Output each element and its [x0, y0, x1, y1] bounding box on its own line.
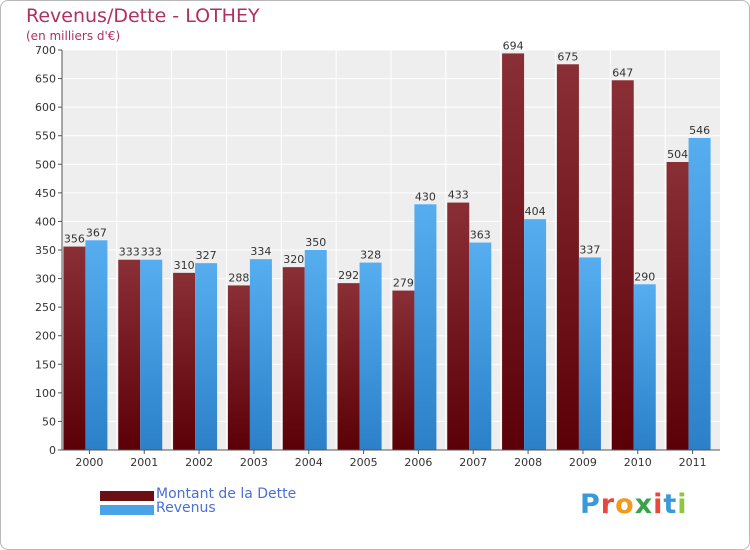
data-label-dette: 320: [283, 253, 304, 266]
bar-revenus: [304, 250, 327, 450]
data-label-revenus: 363: [470, 229, 491, 242]
chart-subtitle: (en milliers d'€): [26, 29, 121, 43]
legend-swatch-revenus: [100, 505, 154, 515]
logo-letter: t: [663, 489, 678, 520]
data-label-revenus: 327: [196, 249, 217, 262]
bar-revenus: [414, 204, 437, 450]
data-label-dette: 694: [503, 39, 524, 52]
data-label-dette: 433: [448, 189, 469, 202]
bar-dette: [337, 283, 360, 450]
y-tick-label: 200: [35, 330, 56, 343]
data-label-revenus: 328: [360, 249, 381, 262]
grid-lines: [62, 49, 720, 450]
data-label-dette: 292: [338, 269, 359, 282]
data-label-dette: 504: [667, 148, 688, 161]
x-tick-label: 2005: [350, 456, 378, 469]
x-tick-label: 2007: [459, 456, 487, 469]
bar-revenus: [359, 262, 382, 450]
x-tick-label: 2006: [404, 456, 432, 469]
data-label-revenus: 546: [689, 124, 710, 137]
data-label-dette: 675: [557, 50, 578, 63]
x-tick-label: 2004: [295, 456, 323, 469]
y-tick-label: 550: [35, 130, 56, 143]
legend-swatch-dette: [100, 491, 154, 501]
bar-dette: [502, 53, 525, 451]
y-tick-label: 100: [35, 387, 56, 400]
data-label-dette: 333: [119, 246, 140, 259]
x-tick-label: 2001: [130, 456, 158, 469]
bar-revenus: [688, 138, 711, 450]
y-tick-label: 600: [35, 101, 56, 114]
bar-revenus: [524, 219, 547, 450]
bar-dette: [556, 64, 579, 451]
y-tick-label: 50: [42, 415, 56, 428]
bar-revenus: [140, 259, 163, 450]
data-label-revenus: 333: [141, 246, 162, 259]
bar-revenus: [85, 240, 108, 450]
data-label-revenus: 367: [86, 226, 107, 239]
bar-revenus: [469, 242, 492, 450]
data-label-revenus: 350: [305, 236, 326, 249]
bar-dette: [63, 246, 86, 450]
x-tick-label: 2010: [624, 456, 652, 469]
y-tick-label: 150: [35, 358, 56, 371]
data-label-revenus: 334: [250, 245, 271, 258]
data-label-revenus: 404: [525, 205, 546, 218]
bar-dette: [282, 267, 305, 450]
bar-dette: [666, 162, 689, 450]
y-tick-label: 350: [35, 244, 56, 257]
bar-dette: [173, 272, 196, 450]
x-tick-label: 2003: [240, 456, 268, 469]
proxiti-logo: Proxiti: [580, 489, 688, 520]
x-tick-label: 2008: [514, 456, 542, 469]
data-label-revenus: 290: [634, 270, 655, 283]
bar-dette: [392, 290, 415, 450]
x-tick-label: 2000: [75, 456, 103, 469]
x-tick-label: 2011: [679, 456, 707, 469]
logo-letter: o: [615, 489, 635, 520]
bar-revenus: [578, 257, 601, 450]
logo-letter: i: [677, 489, 688, 520]
y-tick-label: 500: [35, 158, 56, 171]
y-tick-label: 700: [35, 44, 56, 57]
data-label-dette: 356: [64, 233, 85, 246]
y-tick-label: 650: [35, 73, 56, 86]
bar-dette: [118, 259, 141, 450]
bar-dette: [227, 285, 250, 450]
data-label-dette: 279: [393, 277, 414, 290]
bar-dette: [611, 80, 634, 451]
y-tick-label: 300: [35, 273, 56, 286]
y-tick-label: 250: [35, 301, 56, 314]
logo-letter: r: [600, 489, 616, 520]
legend-label-revenus: Revenus: [156, 500, 216, 516]
logo-letter: P: [580, 489, 601, 520]
legend-label-dette: Montant de la Dette: [156, 486, 297, 502]
bar-revenus: [249, 259, 272, 450]
y-tick-label: 450: [35, 187, 56, 200]
x-tick-label: 2009: [569, 456, 597, 469]
bar-dette: [447, 202, 470, 450]
data-label-revenus: 337: [579, 243, 600, 256]
bar-revenus: [195, 263, 218, 450]
y-tick-label: 400: [35, 215, 56, 228]
logo-letter: x: [634, 489, 654, 520]
data-label-dette: 647: [612, 66, 633, 79]
chart-title: Revenus/Dette - LOTHEY: [26, 5, 260, 27]
data-label-dette: 288: [228, 271, 249, 284]
x-tick-label: 2002: [185, 456, 213, 469]
logo-letter: i: [653, 489, 664, 520]
y-tick-label: 0: [49, 444, 56, 457]
axes: 0 50 100 150 200 250 300 350 400 450 500 550 600 650 7…: [35, 44, 720, 469]
data-label-revenus: 430: [415, 190, 436, 203]
bar-revenus: [633, 284, 656, 450]
bars: [63, 53, 711, 451]
data-label-dette: 310: [174, 259, 195, 272]
